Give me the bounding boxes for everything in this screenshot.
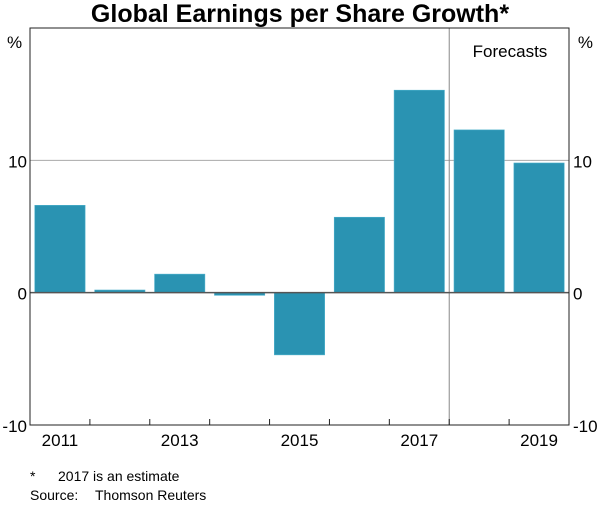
y-tick-label-right: -10: [573, 417, 598, 436]
y-tick-label-left: 10: [8, 152, 27, 171]
bar-2017: [393, 89, 445, 293]
bar-2016: [333, 216, 385, 293]
source-text: Thomson Reuters: [95, 487, 206, 503]
footnote-marker: *: [30, 468, 36, 484]
x-tick-label: 2011: [42, 431, 79, 450]
x-tick-label: 2013: [161, 431, 199, 450]
bar-2018: [453, 129, 505, 293]
forecasts-annotation: Forecasts: [473, 42, 548, 61]
bar-2013: [154, 273, 206, 293]
source-label: Source:: [30, 487, 78, 503]
y-tick-label-left: -10: [2, 417, 27, 436]
y-tick-label-right: 0: [573, 285, 582, 304]
x-tick-label: 2015: [281, 431, 319, 450]
y-axis-unit-left: %: [7, 33, 22, 52]
x-tick-label: 2017: [400, 431, 438, 450]
y-tick-label-right: 10: [573, 152, 592, 171]
bar-2015: [274, 292, 325, 356]
bar-2011: [34, 205, 86, 293]
y-tick-label-left: 0: [18, 285, 27, 304]
x-tick-label: 2019: [520, 431, 558, 450]
y-axis-unit-right: %: [578, 33, 593, 52]
bar-2019: [513, 162, 565, 293]
footnote-text: 2017 is an estimate: [58, 468, 180, 484]
plot-frame: [29, 27, 570, 426]
chart-title: Global Earnings per Share Growth*: [91, 0, 509, 28]
